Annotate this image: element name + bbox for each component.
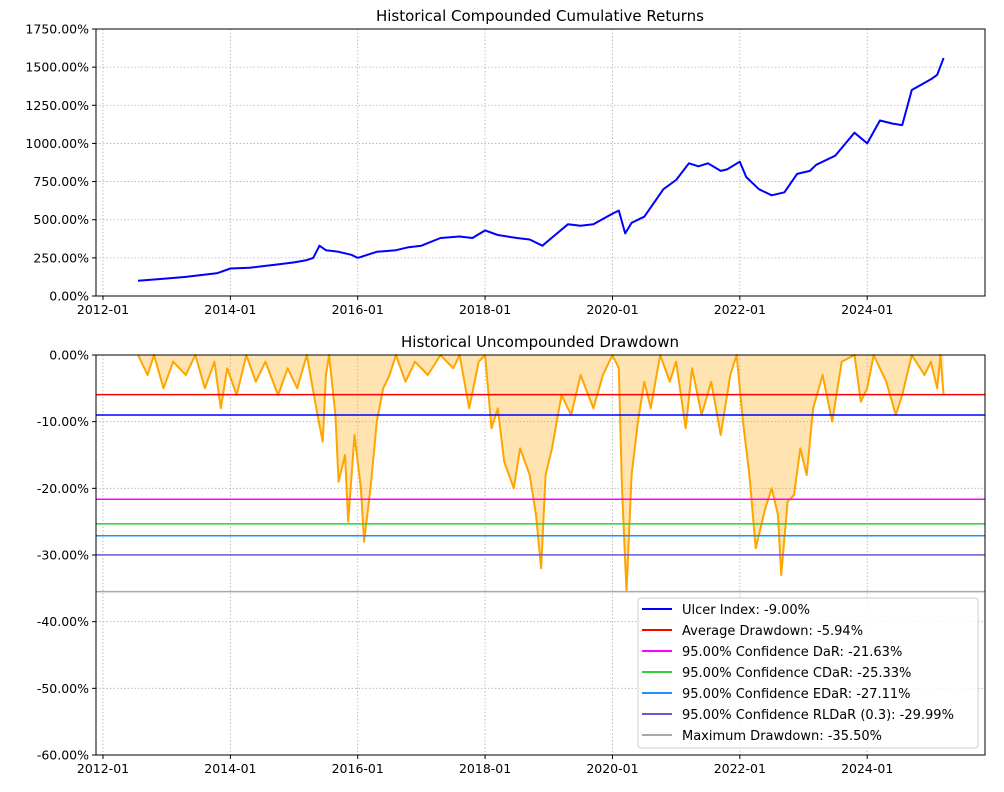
drawdown-axes: 2012-01 2014-01 2016-01 2018-01 2020-01 2022-… [37, 348, 986, 776]
x-tick-label: 2022-01 [714, 761, 766, 776]
legend-box [637, 597, 979, 749]
bottom-axes-frame [95, 354, 986, 756]
legend-label: 95.00% Confidence DaR: -21.63% [682, 645, 902, 660]
bottom-chart-title: Historical Uncompounded Drawdown [401, 333, 679, 351]
x-tick-label: 2012-01 [77, 761, 129, 776]
cumulative-returns-axes: 2012-01 2014-01 2016-01 2018-01 2020-01 2022-… [25, 22, 986, 317]
legend-label: Maximum Drawdown: -35.50% [682, 729, 882, 744]
top-axes-frame [95, 28, 986, 297]
legend-label: Ulcer Index: -9.00% [682, 603, 810, 618]
legend-label: 95.00% Confidence CDaR: -25.33% [682, 666, 911, 681]
x-tick-label: 2018-01 [459, 302, 511, 317]
x-tick-label: 2014-01 [204, 761, 256, 776]
x-tick-label: 2024-01 [841, 302, 893, 317]
drawdown-area [138, 355, 944, 592]
y-tick-label: -60.00% [37, 748, 89, 763]
y-tick-label: 1500.00% [25, 60, 89, 75]
cumulative-returns-line [137, 57, 945, 282]
y-tick-label: -50.00% [37, 681, 89, 696]
x-tick-label: 2022-01 [714, 302, 766, 317]
x-tick-label: 2016-01 [332, 302, 384, 317]
x-tick-label: 2020-01 [586, 761, 638, 776]
drawdown-line [137, 354, 945, 593]
y-tick-label: -20.00% [37, 481, 89, 496]
x-tick-label: 2018-01 [459, 761, 511, 776]
legend: Ulcer Index: -9.00% Average Drawdown: -5.… [637, 597, 979, 749]
top-chart-title: Historical Compounded Cumulative Returns [376, 7, 704, 25]
y-tick-label: 750.00% [33, 174, 89, 189]
y-tick-label: 0.00% [49, 348, 89, 363]
y-tick-label: 0.00% [49, 289, 89, 304]
x-tick-label: 2016-01 [332, 761, 384, 776]
y-tick-label: 1250.00% [25, 98, 89, 113]
y-tick-label: 250.00% [33, 250, 89, 265]
y-tick-label: -30.00% [37, 548, 89, 563]
y-tick-label: -10.00% [37, 414, 89, 429]
y-tick-label: 1000.00% [25, 136, 89, 151]
x-tick-label: 2014-01 [204, 302, 256, 317]
y-tick-label: 1750.00% [25, 22, 89, 37]
x-tick-label: 2020-01 [586, 302, 638, 317]
x-tick-label: 2012-01 [77, 302, 129, 317]
legend-label: Average Drawdown: -5.94% [682, 624, 863, 639]
legend-label: 95.00% Confidence EDaR: -27.11% [682, 687, 911, 702]
legend-label: 95.00% Confidence RLDaR (0.3): -29.99% [682, 708, 954, 723]
y-tick-label: 500.00% [33, 212, 89, 227]
y-tick-label: -40.00% [37, 614, 89, 629]
x-tick-label: 2024-01 [841, 761, 893, 776]
